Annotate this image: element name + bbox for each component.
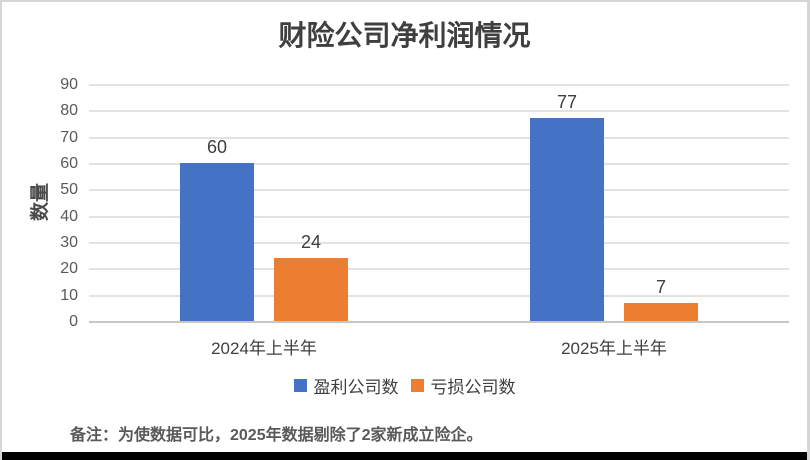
y-tick-label: 30 [60,234,78,251]
data-label: 7 [655,276,666,297]
y-tick-label: 60 [60,155,78,172]
footnote: 备注：为使数据可比，2025年数据剔除了2家新成立险企。 [70,427,483,444]
data-label: 24 [300,231,322,252]
bar-亏损公司数-2024年上半年 [274,257,348,321]
gridline [89,84,789,86]
legend-item: 盈利公司数 [293,373,399,398]
gridline [89,242,789,244]
y-tick-label: 80 [60,102,78,120]
legend-swatch [410,379,424,392]
legend-label: 盈利公司数 [313,378,399,397]
gridline [89,294,789,297]
chart-title: 财险公司净利润情况 [278,20,531,51]
y-tick-label: 10 [60,286,78,304]
gridline [89,163,789,165]
y-tick-label: 70 [60,128,78,146]
legend-label: 亏损公司数 [430,378,516,397]
legend: 盈利公司数 亏损公司数 [2,373,807,398]
y-tick-label: 0 [69,313,78,330]
bar-盈利公司数-2024年上半年 [180,163,254,321]
x-axis-category-label: 2025年上半年 [561,339,667,358]
y-tick-label: 50 [60,181,78,199]
data-label: 60 [206,137,228,157]
gridline [89,215,789,218]
gridline [89,189,789,192]
legend-item: 亏损公司数 [410,373,516,398]
bar-盈利公司数-2025年上半年 [530,118,604,321]
y-tick-label: 20 [60,260,78,278]
plot-area: 60 24 2024年上半年 77 7 2025年上半年 [89,84,789,358]
x-axis-category-label: 2024年上半年 [211,339,317,358]
gridline [89,136,789,139]
gridline [89,268,789,271]
data-label: 77 [556,92,578,113]
bottom-black-bar [2,452,807,460]
y-axis-tick-labels: 0 10 20 30 40 50 60 70 80 90 [2,76,78,330]
gridline [89,110,789,113]
y-tick-label: 90 [60,76,78,93]
legend-swatch [293,379,307,392]
y-tick-label: 40 [60,207,78,225]
x-axis-line [89,321,789,323]
bar-亏损公司数-2025年上半年 [624,302,698,321]
